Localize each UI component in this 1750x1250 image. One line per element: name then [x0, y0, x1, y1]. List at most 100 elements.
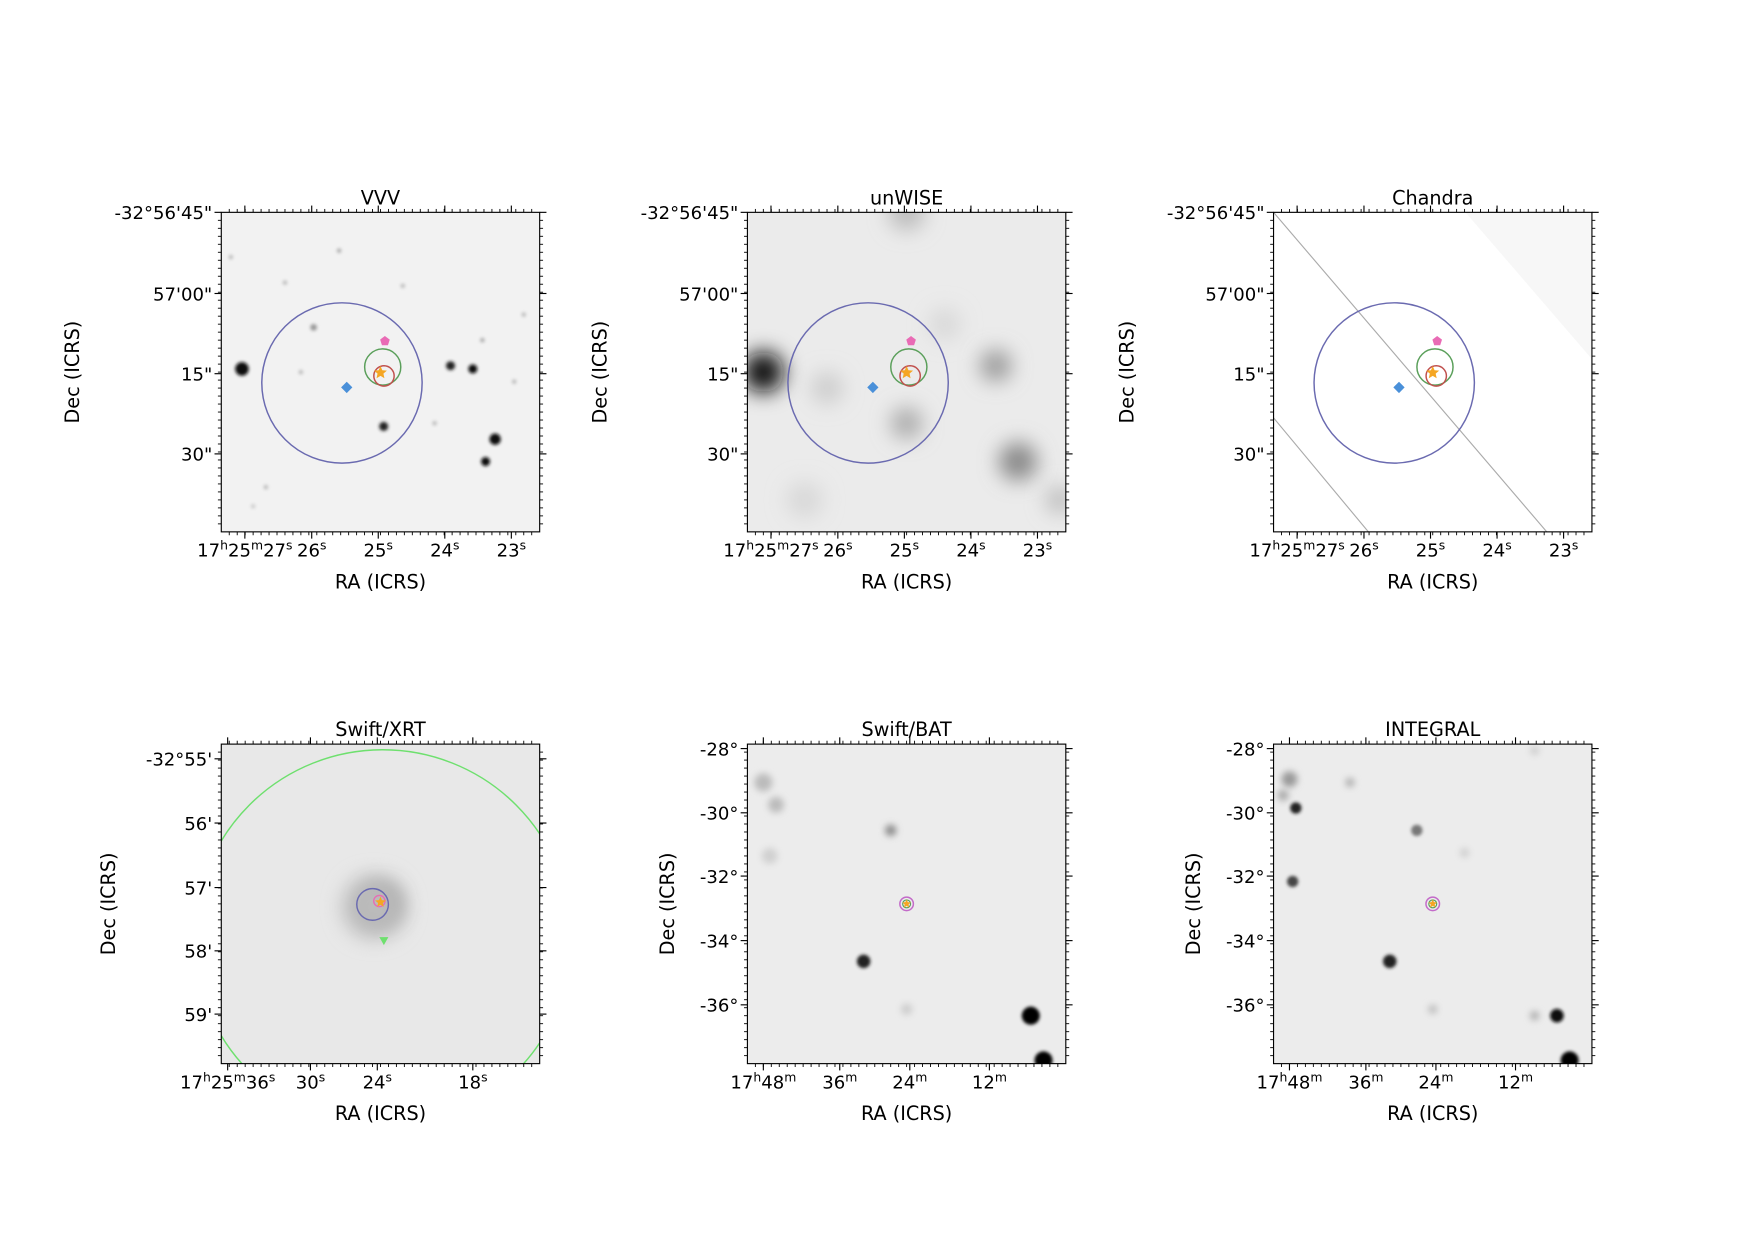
- y-tick-label: 59': [184, 1005, 212, 1026]
- error-circle: [221, 749, 540, 1064]
- y-axis-label: Dec (ICRS): [61, 321, 84, 424]
- x-tick-label: 36m: [822, 1069, 857, 1093]
- chip-edge: [1273, 212, 1548, 532]
- x-tick-label: 25s: [1416, 537, 1445, 562]
- source: [250, 504, 256, 509]
- source: [480, 337, 485, 343]
- star-marker: [1428, 899, 1438, 908]
- error-circle: [787, 302, 949, 464]
- x-tick-label: 30s: [296, 1069, 325, 1093]
- y-tick-label: 15": [181, 364, 212, 385]
- x-tick-label: 17h25m27s: [723, 537, 818, 562]
- error-circle: [890, 348, 928, 386]
- pentagon-marker: [1432, 335, 1442, 346]
- panel: Chandra RA (ICRS) Dec (ICRS) 17h25m27s 26s 25…: [1116, 186, 1599, 593]
- panel: unWISE RA (ICRS) Dec (ICRS) 17h25m27s 26s 25s…: [588, 186, 1073, 593]
- source: [228, 254, 234, 260]
- source: [521, 312, 527, 317]
- y-tick-label: 57'00": [679, 284, 738, 305]
- x-tick-label: 18s: [458, 1069, 487, 1093]
- panel-title: INTEGRAL: [1385, 718, 1480, 741]
- y-tick-label: 15": [1233, 364, 1264, 385]
- source: [1345, 777, 1355, 787]
- error-circle: [899, 365, 922, 387]
- panel-title: Swift/BAT: [862, 718, 952, 741]
- panel: INTEGRAL RA (ICRS) Dec (ICRS) 17h48m 36m 24m 1…: [1182, 718, 1599, 1125]
- sky-image: [221, 212, 540, 532]
- source: [1382, 954, 1397, 969]
- source: [998, 442, 1038, 481]
- x-tick-label: 36m: [1348, 1069, 1383, 1093]
- sky-image: [1273, 744, 1592, 1064]
- y-axis-label: Dec (ICRS): [97, 852, 120, 955]
- x-tick-label: 17h48m: [1257, 1069, 1323, 1093]
- x-axis-label: RA (ICRS): [1387, 570, 1478, 593]
- y-tick-label: -34°: [700, 931, 738, 952]
- y-tick-label: -32°55': [146, 750, 212, 771]
- x-tick-label: 25s: [364, 537, 393, 562]
- x-tick-label: 17h25m36s: [180, 1069, 275, 1093]
- y-tick-label: -32°56'45": [641, 203, 739, 224]
- source: [1550, 1008, 1564, 1023]
- x-tick-label: 24s: [956, 537, 985, 562]
- source: [446, 361, 456, 371]
- y-axis-label: Dec (ICRS): [1182, 852, 1205, 955]
- source: [747, 351, 784, 393]
- x-tick-label: 23s: [1023, 537, 1052, 562]
- error-circle: [1425, 365, 1448, 387]
- source: [1277, 789, 1289, 801]
- source: [310, 323, 318, 331]
- source: [754, 773, 773, 792]
- x-tick-label: 26s: [297, 537, 326, 562]
- sky-image: [747, 744, 1066, 1064]
- x-axis-label: RA (ICRS): [1387, 1102, 1478, 1125]
- error-circle: [1416, 348, 1454, 386]
- source: [1530, 1011, 1540, 1021]
- y-axis-label: Dec (ICRS): [656, 852, 679, 955]
- source: [786, 481, 823, 518]
- x-tick-label: 17h48m: [730, 1069, 796, 1093]
- source: [282, 280, 288, 285]
- x-tick-label: 26s: [1349, 537, 1378, 562]
- panel: Swift/XRT RA (ICRS) Dec (ICRS) 17h25m36s 30s…: [97, 718, 547, 1125]
- source: [768, 796, 784, 813]
- source: [511, 379, 517, 384]
- source: [1021, 1006, 1040, 1025]
- y-tick-label: 30": [1233, 445, 1264, 466]
- source: [468, 364, 478, 374]
- source: [1290, 802, 1302, 814]
- source: [856, 954, 871, 969]
- y-tick-label: -36°: [1226, 996, 1265, 1017]
- source: [1287, 875, 1299, 888]
- x-tick-label: 25s: [890, 537, 919, 562]
- star-marker: [1426, 366, 1440, 379]
- x-tick-label: 23s: [1549, 537, 1578, 562]
- error-circle: [261, 302, 423, 464]
- y-tick-label: 58': [184, 942, 212, 963]
- y-tick-label: 57': [184, 878, 212, 899]
- source: [1281, 771, 1298, 788]
- star-marker: [375, 896, 386, 907]
- y-tick-label: -32°: [700, 867, 738, 888]
- x-axis-label: RA (ICRS): [861, 570, 952, 593]
- chip-edge: [1273, 417, 1369, 532]
- x-axis-label: RA (ICRS): [861, 1102, 952, 1125]
- source: [1460, 848, 1470, 858]
- panel: Swift/BAT RA (ICRS) Dec (ICRS) 17h48m 36m 24m…: [656, 718, 1073, 1125]
- y-tick-label: 30": [707, 445, 738, 466]
- panel-title: unWISE: [870, 186, 943, 209]
- source: [432, 420, 437, 426]
- source: [1428, 1004, 1438, 1014]
- y-tick-label: 57'00": [1205, 284, 1264, 305]
- source: [979, 349, 1012, 382]
- source: [1530, 745, 1540, 756]
- error-circle: [1425, 896, 1441, 912]
- source: [885, 824, 897, 837]
- x-tick-label: 24s: [363, 1069, 392, 1093]
- source: [1034, 1051, 1053, 1064]
- star-marker: [902, 899, 911, 908]
- x-axis-label: RA (ICRS): [335, 570, 426, 593]
- x-tick-label: 17h25m27s: [1249, 537, 1344, 562]
- source: [1560, 1051, 1579, 1064]
